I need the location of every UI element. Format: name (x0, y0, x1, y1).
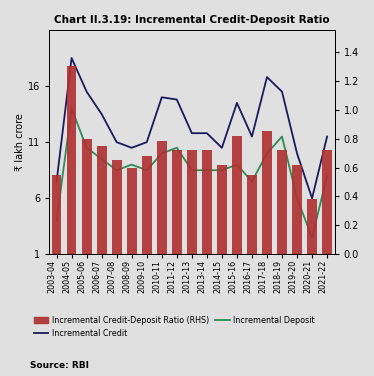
Bar (232, 136, 242, 255)
Bar (52, 175, 61, 255)
Bar (277, 150, 287, 255)
Bar (202, 150, 212, 255)
Bar (142, 156, 151, 255)
Bar (172, 150, 182, 255)
Bar (127, 167, 137, 255)
Bar (307, 199, 317, 255)
Legend: Incremental Credit-Deposit Ratio (RHS), Incremental Credit, Incremental Deposit: Incremental Credit-Deposit Ratio (RHS), … (34, 316, 315, 338)
Bar (157, 141, 167, 255)
Bar (247, 175, 257, 255)
Bar (67, 66, 76, 255)
Bar (97, 146, 107, 255)
Bar (262, 131, 272, 255)
Title: Chart II.3.19: Incremental Credit-Deposit Ratio: Chart II.3.19: Incremental Credit-Deposi… (54, 15, 329, 25)
Bar (292, 165, 302, 255)
Y-axis label: ₹ lakh crore: ₹ lakh crore (15, 113, 25, 171)
Bar (112, 160, 122, 255)
Bar (82, 138, 92, 255)
Bar (322, 150, 332, 255)
Bar (217, 165, 227, 255)
Bar (187, 150, 197, 255)
Text: Source: RBI: Source: RBI (30, 361, 89, 370)
